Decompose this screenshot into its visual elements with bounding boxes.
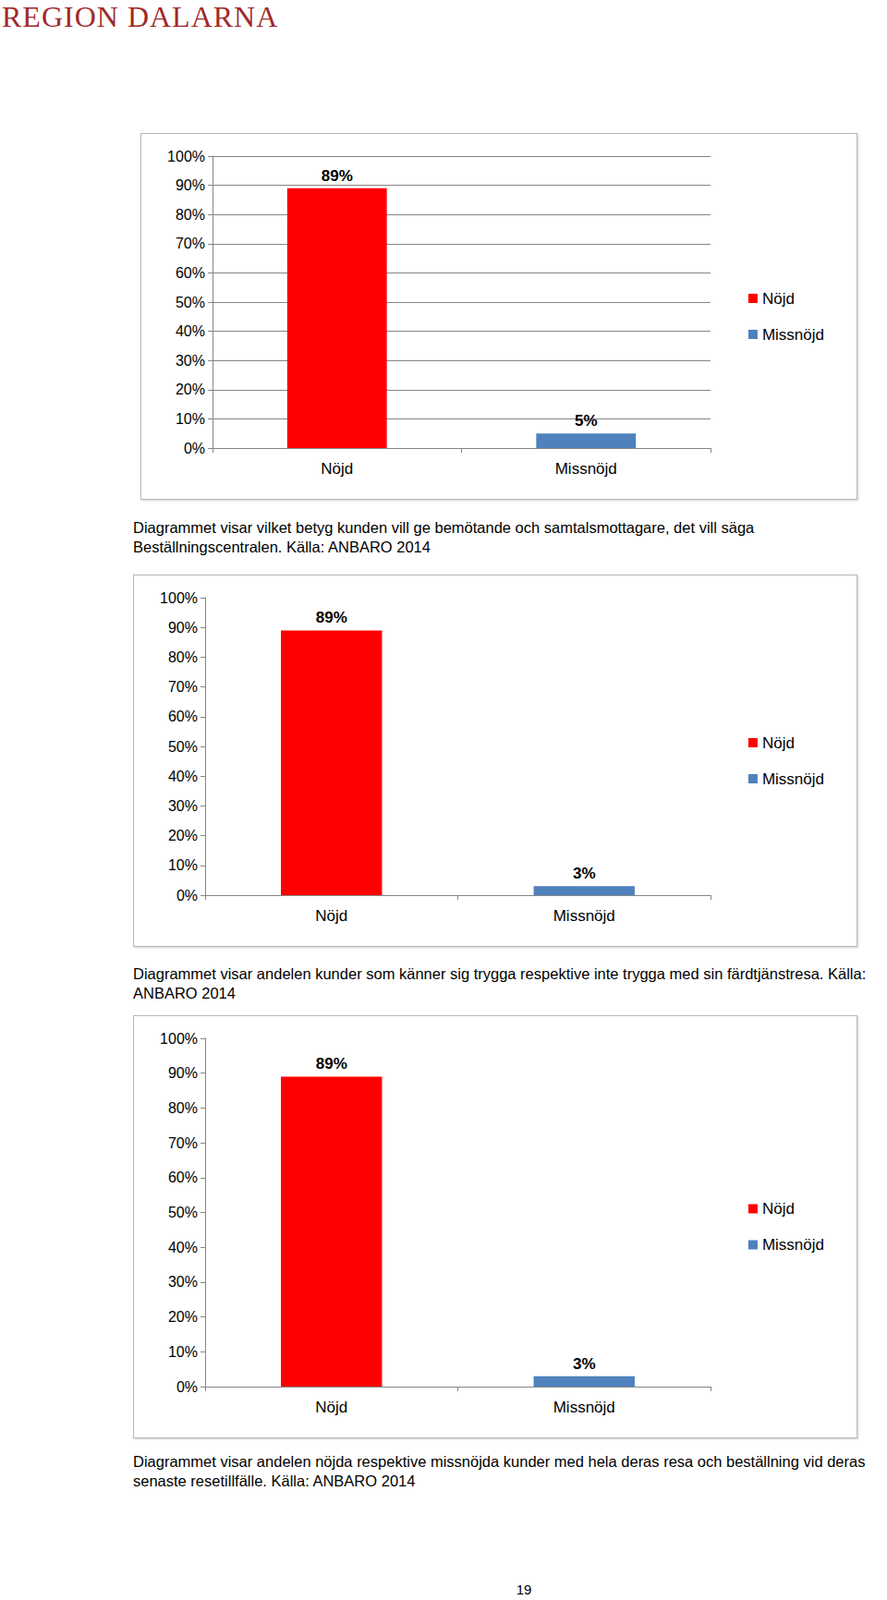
- svg-text:70%: 70%: [168, 1135, 198, 1152]
- svg-text:Nöjd: Nöjd: [315, 1398, 348, 1417]
- svg-text:Missnöjd: Missnöjd: [553, 907, 616, 925]
- svg-text:89%: 89%: [315, 608, 348, 627]
- html-text:Diagrammet visar andelen kunde: Diagrammet visar andelen kunder som känn…: [133, 965, 867, 1002]
- html-text:19: 19: [516, 1581, 532, 1598]
- svg-text:89%: 89%: [315, 1055, 348, 1073]
- svg-text:30%: 30%: [168, 798, 198, 815]
- html-text:Diagrammet visar andelen nöjda: Diagrammet visar andelen nöjda respektiv…: [133, 1453, 866, 1490]
- svg-text:100%: 100%: [167, 148, 206, 165]
- svg-text:Nöjd: Nöjd: [315, 907, 348, 925]
- svg-text:50%: 50%: [168, 1204, 198, 1221]
- svg-text:60%: 60%: [168, 708, 198, 725]
- svg-text:Nöjd: Nöjd: [762, 290, 795, 308]
- svg-text:40%: 40%: [168, 768, 198, 785]
- svg-text:20%: 20%: [168, 1309, 198, 1325]
- svg-text:40%: 40%: [168, 1239, 198, 1256]
- svg-text:10%: 10%: [175, 411, 206, 427]
- svg-text:80%: 80%: [168, 649, 198, 666]
- svg-text:80%: 80%: [168, 1100, 198, 1117]
- svg-text:3%: 3%: [572, 864, 596, 883]
- svg-text:90%: 90%: [168, 619, 198, 636]
- svg-text:89%: 89%: [321, 167, 353, 185]
- svg-text:Missnöjd: Missnöjd: [553, 1398, 616, 1417]
- svg-text:Missnöjd: Missnöjd: [555, 460, 618, 478]
- svg-text:0%: 0%: [176, 1379, 198, 1396]
- svg-text:50%: 50%: [175, 294, 206, 311]
- svg-text:Nöjd: Nöjd: [762, 1200, 795, 1218]
- svg-text:0%: 0%: [183, 440, 206, 457]
- svg-text:30%: 30%: [175, 352, 206, 369]
- svg-text:10%: 10%: [168, 857, 198, 874]
- svg-text:10%: 10%: [168, 1344, 198, 1361]
- svg-text:60%: 60%: [175, 265, 206, 281]
- svg-text:70%: 70%: [175, 235, 206, 252]
- svg-text:50%: 50%: [168, 739, 198, 755]
- svg-text:30%: 30%: [168, 1274, 198, 1290]
- svg-text:0%: 0%: [176, 887, 198, 904]
- svg-text:100%: 100%: [159, 1031, 198, 1047]
- svg-text:90%: 90%: [168, 1065, 198, 1082]
- svg-text:Nöjd: Nöjd: [320, 460, 353, 478]
- svg-text:5%: 5%: [574, 412, 598, 430]
- html-text:Diagrammet visar vilket betyg: Diagrammet visar vilket betyg kunden vil…: [133, 519, 755, 556]
- svg-text:70%: 70%: [168, 679, 198, 695]
- svg-text:Nöjd: Nöjd: [762, 734, 795, 753]
- svg-text:3%: 3%: [572, 1355, 596, 1374]
- svg-text:Missnöjd: Missnöjd: [762, 326, 825, 344]
- svg-text:80%: 80%: [175, 206, 206, 223]
- svg-text:Missnöjd: Missnöjd: [762, 1236, 825, 1254]
- svg-text:100%: 100%: [159, 590, 198, 607]
- html-text:REGION DALARNA: REGION DALARNA: [1, 0, 279, 34]
- svg-text:40%: 40%: [175, 323, 206, 340]
- svg-text:60%: 60%: [168, 1169, 198, 1186]
- svg-text:20%: 20%: [175, 381, 206, 398]
- svg-text:90%: 90%: [175, 177, 206, 194]
- svg-text:20%: 20%: [168, 827, 198, 844]
- svg-text:Missnöjd: Missnöjd: [762, 770, 825, 789]
